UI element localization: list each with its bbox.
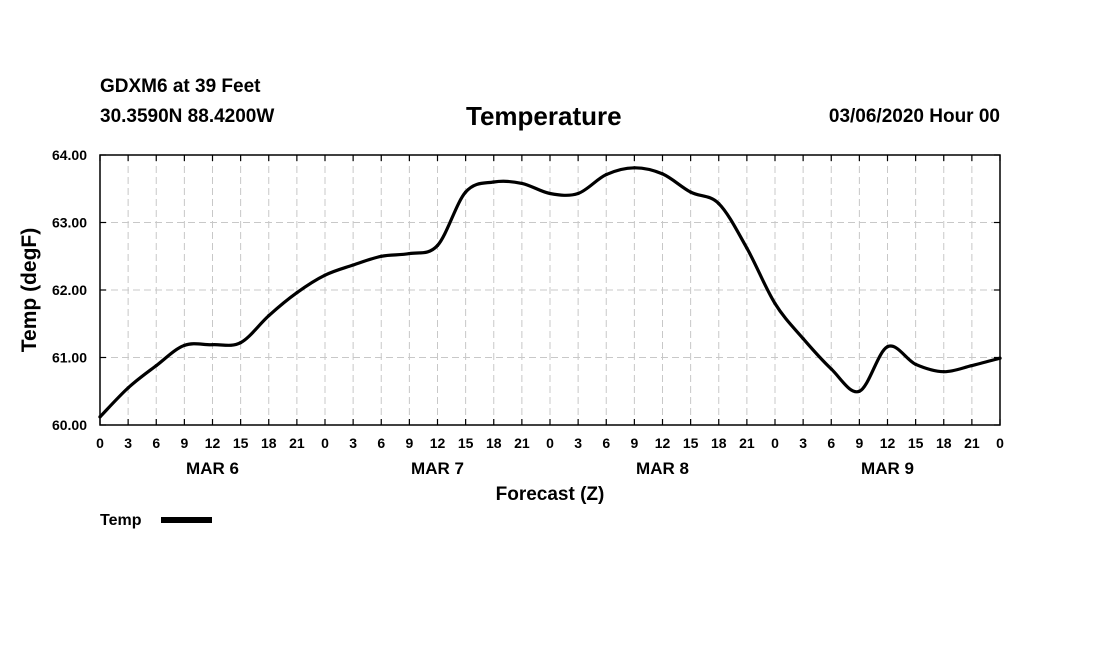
temp-data-point [407,251,411,256]
y-tick-label: 63.00 [52,215,87,231]
temp-data-point [351,263,355,267]
legend-label: Temp [100,512,142,529]
temp-data-point [717,202,721,206]
temp-data-point [773,301,777,306]
y-axis-label: Temp (degF) [18,228,41,352]
temp-data-point [942,370,946,374]
temp-series-points [98,166,1002,419]
temp-data-point [632,166,636,170]
temp-data-point [435,243,440,248]
temp-data-point [998,356,1002,360]
x-tick-label: 0 [321,435,329,451]
y-axis: 60.00 61.00 62.00 63.00 64.00 [52,147,1000,433]
temp-data-point [914,362,918,366]
x-tick-label: 12 [880,435,896,451]
y-tick-label: 60.00 [52,417,87,433]
temp-data-point [857,389,861,393]
x-tick-label: 0 [546,435,554,451]
temp-data-point [829,367,833,371]
y-tick-label: 61.00 [52,350,87,366]
temp-data-point [295,291,299,295]
x-tick-label: 12 [205,435,221,451]
x-axis-label: Forecast (Z) [496,484,605,505]
legend-line-swatch [161,517,212,523]
temp-data-point [98,415,102,419]
station-coords: 30.3590N 88.4200W [100,106,275,127]
temp-data-point [885,345,890,349]
x-tick-label: 3 [124,435,132,451]
temp-data-point [801,337,805,341]
x-tick-label: 3 [799,435,807,451]
x-tick-label: 6 [827,435,835,451]
temp-data-point [210,343,215,347]
temp-data-point [548,191,552,196]
y-tick-label: 64.00 [52,147,87,163]
temp-data-point [323,273,327,277]
x-tick-label: 18 [261,435,277,451]
x-tick-label: 21 [964,435,980,451]
x-tick-label: 0 [996,435,1004,451]
x-tick-label: 3 [349,435,357,451]
x-tick-label: 0 [771,435,779,451]
x-tick-label: 9 [630,435,638,451]
plot-frame [99,154,1001,426]
x-tick-label: 6 [377,435,385,451]
x-tick-label: 18 [936,435,952,451]
forecast-datetime: 03/06/2020 Hour 00 [828,106,1000,127]
temp-data-point [379,254,383,258]
temp-data-point [604,172,608,177]
x-tick-label: 12 [655,435,671,451]
x-tick-label: 6 [602,435,610,451]
x-tick-label: 0 [96,435,104,451]
temp-data-point [492,180,496,184]
x-tick-label: 21 [289,435,305,451]
temp-data-point [660,172,665,176]
temp-data-point [154,364,158,368]
day-label: MAR 7 [411,459,464,478]
x-tick-label: 15 [458,435,474,451]
temp-data-point [267,314,271,318]
day-label: MAR 9 [861,459,914,478]
temp-data-point [464,190,468,194]
x-tick-label: 21 [514,435,530,451]
y-tick-label: 62.00 [52,282,87,298]
x-tick-label: 15 [683,435,699,451]
x-tick-label: 9 [405,435,413,451]
x-tick-label: 9 [180,435,188,451]
x-tick-label: 18 [486,435,502,451]
temp-data-point [576,191,580,196]
x-tick-label: 18 [711,435,727,451]
x-tick-label: 21 [739,435,755,451]
x-tick-label: 15 [908,435,924,451]
x-tick-label: 9 [855,435,863,451]
x-tick-label: 15 [233,435,249,451]
x-tick-label: 12 [430,435,446,451]
temp-data-point [520,181,524,185]
chart-title: Temperature [466,101,622,131]
x-tick-label: 6 [152,435,160,451]
station-name: GDXM6 at 39 Feet [100,76,261,97]
temp-data-point [182,343,186,347]
temp-data-point [970,364,974,368]
temp-data-point [745,246,749,250]
chart-grid [100,155,1000,425]
day-label: MAR 8 [636,459,689,478]
x-tick-label: 3 [574,435,582,451]
day-label: MAR 6 [186,459,239,478]
temp-data-point [689,190,693,194]
temp-data-point [126,386,130,390]
temp-data-point [239,341,243,345]
